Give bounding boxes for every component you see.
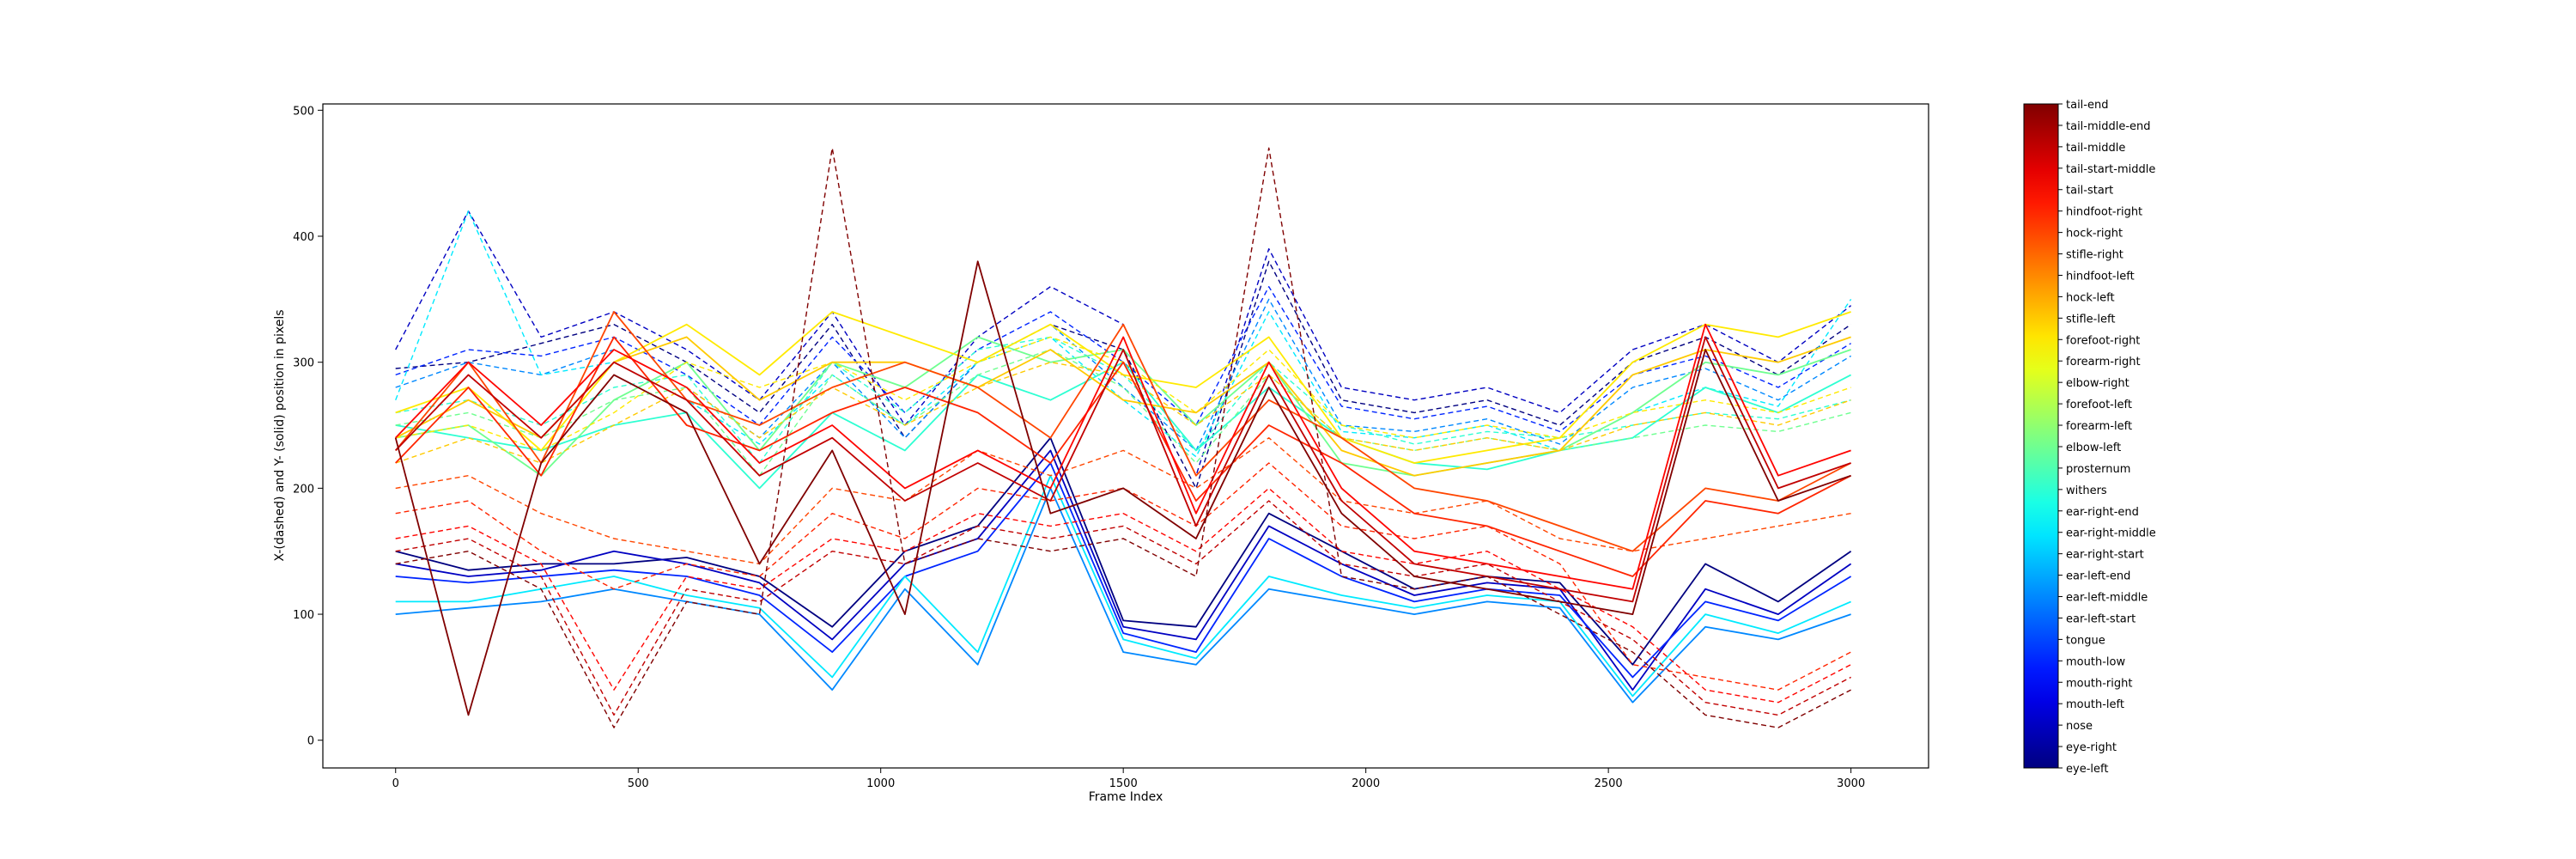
series-line-hindfoot-right-x [395,462,1851,691]
colorbar-label-mouth-low: mouth-low [2066,655,2125,668]
plot-area-frame [322,103,1929,769]
colorbar-label-tail-start-middle: tail-start-middle [2066,163,2155,176]
x-tick-label: 2500 [1595,777,1623,790]
colorbar-label-elbow-right: elbow-right [2066,377,2129,390]
series-line-hock-right-y [395,311,1852,552]
colorbar-label-eye-left: eye-left [2066,763,2108,776]
series-line-stifle-left-x [395,362,1851,464]
colorbar-label-hindfoot-left: hindfoot-left [2066,270,2135,283]
y-axis-label: X-(dashed) and Y- (solid) position in pi… [273,309,287,561]
y-tick-label: 400 [293,231,314,244]
colorbar [2023,103,2059,769]
y-tick-label: 100 [293,609,314,622]
y-tick-label: 300 [293,357,314,370]
colorbar-label-ear-right-middle: ear-right-middle [2066,527,2156,540]
series-line-eye-left-y [395,436,1852,666]
series-line-tail-middle-x [395,500,1851,716]
series-line-hock-right-x [395,437,1851,565]
series-layer [394,147,1852,728]
colorbar-label-tail-end: tail-end [2066,99,2108,112]
colorbar-label-nose: nose [2066,720,2093,733]
colorbar-label-mouth-right: mouth-right [2066,677,2132,690]
colorbar-label-elbow-left: elbow-left [2066,442,2121,454]
colorbar-label-ear-left-start: ear-left-start [2066,612,2136,625]
series-line-tail-middle-y [395,336,1851,603]
colorbar-label-tongue: tongue [2066,634,2105,647]
series-line-hindfoot-right-y [395,336,1852,577]
colorbar-label-eye-right: eye-right [2066,741,2117,754]
colorbar-label-mouth-left: mouth-left [2066,698,2124,711]
colorbar-label-ear-right-end: ear-right-end [2066,506,2139,519]
colorbar-label-ear-right-start: ear-right-start [2066,549,2144,562]
series-line-ear-left-middle-y [395,487,1851,704]
x-tick-label: 1000 [866,777,895,790]
x-axis-label: Frame Index [1089,790,1163,804]
colorbar-label-forefoot-right: forefoot-right [2066,334,2140,347]
colorbar-label-hock-right: hock-right [2066,228,2123,241]
x-tick-label: 0 [392,777,399,790]
series-line-nose-y [395,449,1852,691]
x-tick-label: 3000 [1837,777,1865,790]
x-tick-label: 1500 [1109,777,1138,790]
series-line-tail-end-x [395,147,1851,728]
series-line-tail-start-x [395,487,1851,704]
colorbar-label-stifle-right: stifle-right [2066,249,2123,262]
y-tick-label: 0 [307,735,314,748]
y-axis: 0 100 200 300 400 500 [293,105,323,748]
colorbar-legend: eye-left eye-right nose mouth-left mouth-rig… [2058,99,2156,776]
y-tick-label: 200 [293,483,314,496]
colorbar-label-ear-left-middle: ear-left-middle [2066,592,2148,605]
colorbar-label-forearm-right: forearm-right [2066,356,2141,369]
colorbar-label-forearm-left: forearm-left [2066,420,2132,433]
series-line-eye-left-x [395,260,1851,490]
x-tick-label: 2000 [1352,777,1380,790]
x-tick-label: 500 [628,777,649,790]
series-line-tail-start-y [395,323,1851,590]
series-line-mouth-low-y [395,462,1852,679]
series-line-tail-end-y [394,260,1851,716]
colorbar-label-withers: withers [2066,484,2107,497]
series-line-ear-right-middle-y [395,474,1851,698]
x-axis: 0 500 1000 1500 2000 2500 3000 [392,768,1865,790]
colorbar-label-stifle-left: stifle-left [2066,313,2115,326]
colorbar-label-forefoot-left: forefoot-left [2066,399,2132,411]
colorbar-label-hock-left: hock-left [2066,291,2115,304]
colorbar-label-prosternum: prosternum [2066,463,2130,476]
colorbar-label-hindfoot-right: hindfoot-right [2066,206,2142,219]
colorbar-label-tail-middle-end: tail-middle-end [2066,120,2151,133]
colorbar-label-tail-start: tail-start [2066,185,2113,198]
y-tick-label: 500 [293,105,314,118]
series-line-stifle-left-y [395,336,1851,477]
colorbar-label-tail-middle: tail-middle [2066,142,2125,155]
colorbar-label-ear-left-end: ear-left-end [2066,570,2130,583]
